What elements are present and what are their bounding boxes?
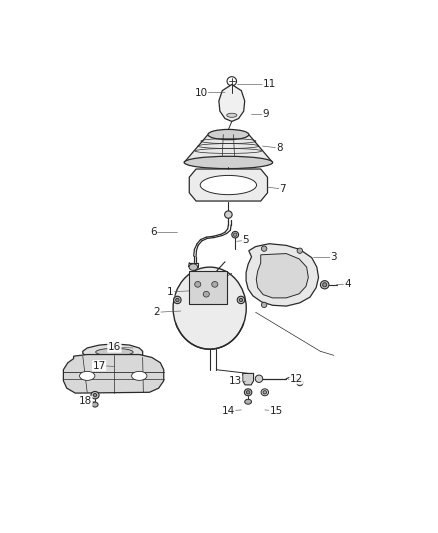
Ellipse shape (262, 391, 266, 394)
Ellipse shape (233, 233, 237, 236)
Ellipse shape (203, 292, 209, 297)
Ellipse shape (211, 281, 217, 287)
Ellipse shape (173, 296, 181, 304)
Ellipse shape (226, 113, 237, 117)
Text: 15: 15 (269, 406, 282, 416)
Text: 12: 12 (289, 374, 302, 384)
Ellipse shape (200, 175, 256, 195)
Ellipse shape (91, 391, 99, 399)
Ellipse shape (239, 298, 242, 302)
Polygon shape (83, 344, 142, 360)
Ellipse shape (237, 296, 244, 304)
Text: 13: 13 (228, 376, 241, 386)
Ellipse shape (246, 391, 249, 394)
Text: 3: 3 (330, 252, 336, 262)
Text: 16: 16 (108, 342, 121, 352)
Text: 1: 1 (167, 287, 173, 297)
Ellipse shape (254, 375, 262, 383)
Ellipse shape (296, 380, 302, 386)
Text: 4: 4 (343, 279, 350, 288)
Ellipse shape (261, 246, 266, 252)
Ellipse shape (244, 399, 251, 404)
Ellipse shape (224, 211, 232, 219)
Ellipse shape (320, 281, 328, 289)
Ellipse shape (231, 231, 238, 238)
Polygon shape (189, 271, 226, 304)
Text: 11: 11 (262, 79, 275, 88)
Ellipse shape (79, 372, 95, 381)
Text: 9: 9 (262, 109, 268, 119)
Text: 10: 10 (194, 88, 207, 98)
Ellipse shape (226, 77, 236, 86)
Ellipse shape (229, 87, 233, 91)
Ellipse shape (244, 389, 251, 396)
Polygon shape (189, 169, 267, 201)
Ellipse shape (175, 298, 179, 302)
Text: 2: 2 (153, 307, 160, 317)
Ellipse shape (189, 264, 197, 270)
Ellipse shape (92, 402, 98, 407)
Polygon shape (242, 374, 253, 385)
Text: 18: 18 (79, 397, 92, 406)
Ellipse shape (173, 267, 246, 349)
Ellipse shape (93, 393, 96, 397)
Ellipse shape (184, 156, 272, 168)
Text: 8: 8 (276, 143, 282, 153)
Text: 17: 17 (92, 361, 106, 370)
Text: 14: 14 (221, 406, 234, 416)
Text: 5: 5 (241, 236, 248, 245)
Ellipse shape (227, 86, 236, 93)
Polygon shape (184, 134, 272, 163)
Ellipse shape (261, 302, 266, 308)
Polygon shape (219, 84, 244, 122)
Polygon shape (256, 254, 307, 298)
Polygon shape (63, 354, 163, 393)
Ellipse shape (297, 248, 302, 253)
Ellipse shape (261, 389, 268, 396)
Text: 7: 7 (279, 184, 286, 194)
Polygon shape (246, 244, 318, 306)
Ellipse shape (95, 349, 133, 356)
Ellipse shape (194, 281, 200, 287)
Ellipse shape (131, 372, 147, 381)
Ellipse shape (322, 282, 326, 287)
Ellipse shape (208, 130, 248, 140)
Text: 6: 6 (150, 227, 156, 237)
